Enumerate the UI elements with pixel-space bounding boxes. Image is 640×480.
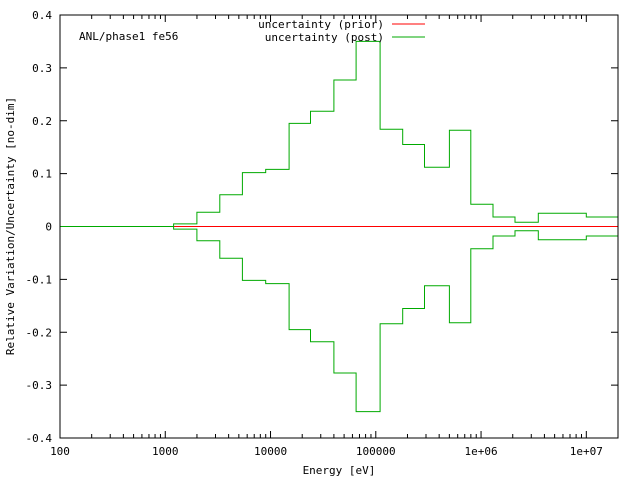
x-tick-label: 100 — [50, 445, 70, 458]
series-post-lower — [60, 226, 618, 413]
legend-label-post: uncertainty (post) — [265, 31, 384, 44]
x-tick-label: 1e+06 — [464, 445, 497, 458]
x-tick-label: 1e+07 — [570, 445, 603, 458]
y-tick-labels: -0.4 -0.3 -0.2 -0.1 0 0.1 0.2 0.3 0.4 — [26, 9, 53, 445]
y-tick-label: -0.4 — [26, 432, 53, 445]
y-tick-label: 0.2 — [32, 115, 52, 128]
y-axis-label: Relative Variation/Uncertainty [no-dim] — [4, 97, 17, 355]
y-tick-label: -0.2 — [26, 326, 53, 339]
axis-ticks — [59, 14, 618, 439]
series-post-upper — [60, 40, 618, 227]
plot-series — [60, 40, 618, 413]
x-tick-label: 1000 — [152, 445, 179, 458]
legend: uncertainty (prior) uncertainty (post) — [258, 18, 425, 44]
x-tick-label: 100000 — [356, 445, 396, 458]
chart-annotation: ANL/phase1 fe56 — [79, 30, 178, 43]
x-axis-label: Energy [eV] — [303, 464, 376, 477]
y-tick-label: 0.4 — [32, 9, 52, 22]
plot-frame — [59, 14, 619, 439]
y-tick-label: 0.3 — [32, 62, 52, 75]
y-tick-label: -0.1 — [26, 273, 53, 286]
x-tick-label: 10000 — [254, 445, 287, 458]
y-tick-label: 0 — [45, 221, 52, 234]
legend-label-prior: uncertainty (prior) — [258, 18, 384, 31]
x-tick-labels: 100 1000 10000 100000 1e+06 1e+07 — [50, 445, 603, 458]
y-tick-label: -0.3 — [26, 379, 53, 392]
y-tick-label: 0.1 — [32, 168, 52, 181]
